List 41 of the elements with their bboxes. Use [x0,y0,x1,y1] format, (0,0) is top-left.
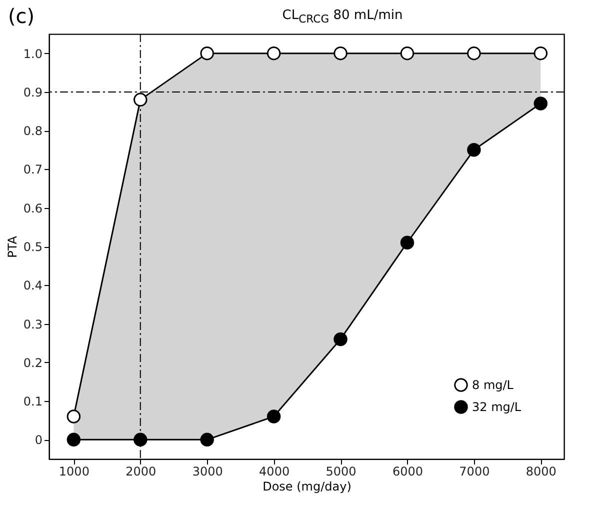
y-axis-title: PTA [5,235,20,258]
y-tick-label: 0.6 [23,201,42,216]
point [266,46,281,60]
y-tick-label: 0.7 [23,162,42,177]
y-tick-label: 0.8 [23,124,42,138]
x-axis-title: Dose (mg/day) [262,480,352,494]
x-tick-label: 4000 [259,464,290,478]
point [534,46,548,60]
x-tick-label: 2000 [126,464,156,478]
x-tick-label: 7000 [459,464,490,478]
y-tick-label: 0.4 [23,278,42,293]
legend-label: 8 mg/L [472,378,514,392]
x-tick-label: 6000 [392,464,424,478]
y-tick-label: 1.0 [23,46,42,61]
point [266,410,281,424]
y-tick-label: 0.5 [23,240,42,254]
point [66,432,81,447]
y-tick-label: 0.3 [23,317,42,332]
x-tick-label: 8000 [526,464,556,478]
point [534,96,548,110]
point [200,432,214,447]
x-tick-label: 5000 [326,464,356,478]
x-tick-label: 3000 [192,464,223,478]
y-tick-label: 0.9 [23,85,42,100]
point [134,432,148,447]
point [467,143,481,157]
point [66,410,81,424]
point [467,46,481,60]
legend-label: 32 mg/L [472,400,522,414]
chart-title: CL$_{CRCG}$ 80 mL/min [281,8,404,26]
y-tick-label: 0.1 [23,394,42,409]
y-tick-label: 0.2 [23,356,42,370]
y-tick-label: 0 [34,433,42,448]
point [334,332,348,346]
point [400,236,414,250]
text: (c) [8,4,35,28]
x-tick-label: 1000 [58,464,90,478]
point [200,46,214,60]
point [334,46,348,60]
point [134,92,148,107]
point [400,46,414,60]
